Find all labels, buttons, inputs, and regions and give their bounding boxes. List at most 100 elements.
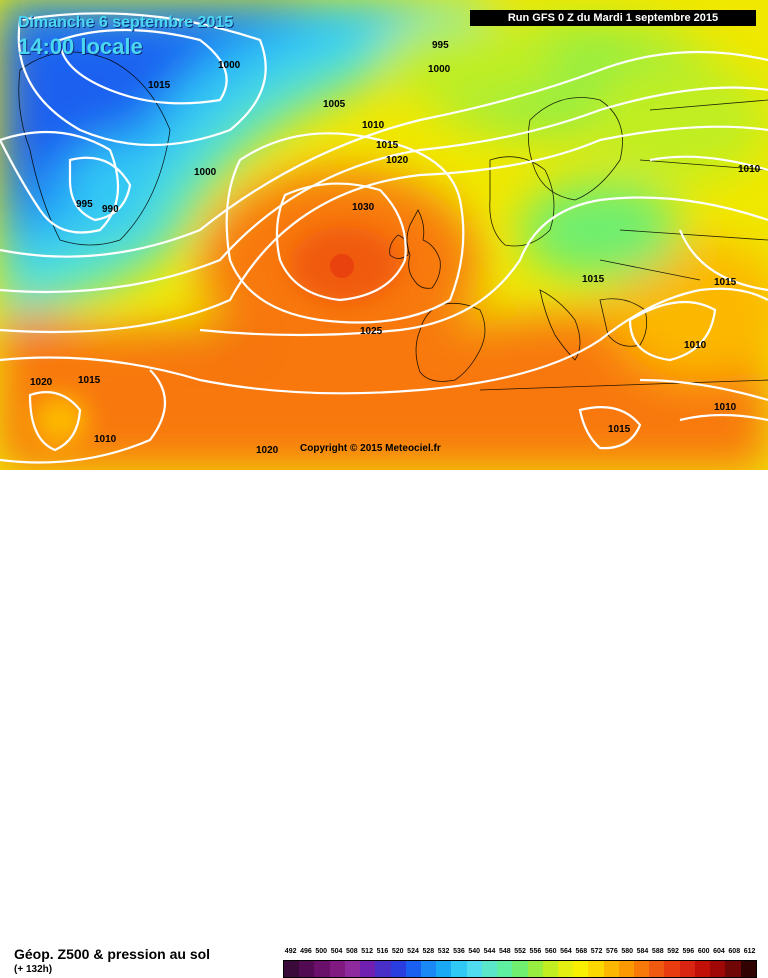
scale-label: 568 — [575, 948, 588, 955]
scale-swatch — [618, 961, 635, 977]
run-info-banner: Run GFS 0 Z du Mardi 1 septembre 2015 — [470, 10, 756, 26]
isobar-label: 1010 — [714, 402, 737, 413]
legend-subtitle: (+ 132h) — [14, 964, 53, 975]
isobar-label: 1000 — [218, 60, 241, 71]
scale-swatch — [436, 961, 452, 977]
scale-swatch — [542, 961, 558, 977]
isobar-label: 1020 — [256, 445, 279, 456]
scale-swatch — [527, 961, 543, 977]
scale-label: 544 — [483, 948, 496, 955]
scale-swatch — [694, 961, 711, 977]
weather-map: 995 1000 1015 1000 1005 1010 1015 1020 1… — [0, 0, 768, 470]
scale-label: 584 — [636, 948, 649, 955]
scale-label: 604 — [713, 948, 725, 955]
scale-swatch — [497, 961, 513, 977]
scale-label: 580 — [621, 948, 634, 955]
isobar-label: 1015 — [148, 80, 171, 91]
scale-label: 612 — [743, 948, 756, 955]
scale-swatch — [375, 961, 391, 977]
scale-swatch — [481, 961, 498, 977]
scale-swatch — [314, 961, 330, 977]
scale-swatch — [573, 961, 589, 977]
isobar-label: 1025 — [360, 326, 383, 337]
color-scale-labels: 492 496 500 504 508 512 516 520 524 528 532 536 540 5… — [283, 948, 757, 960]
isobar-label: 1015 — [608, 424, 631, 435]
scale-label: 520 — [391, 948, 404, 955]
copyright-notice: Copyright © 2015 Meteociel.fr — [300, 443, 441, 454]
scale-swatch — [557, 961, 574, 977]
isobar-label: 1030 — [352, 202, 375, 213]
isobar-label: 990 — [102, 204, 119, 215]
scale-swatch — [603, 961, 619, 977]
scale-label: 528 — [422, 948, 435, 955]
isobar-label: 1010 — [94, 434, 117, 445]
scale-label: 516 — [376, 948, 389, 955]
scale-swatch — [451, 961, 467, 977]
scale-label: 592 — [667, 948, 679, 955]
scale-swatch — [664, 961, 680, 977]
isobar-label: 1010 — [362, 120, 385, 131]
scale-swatch — [420, 961, 437, 977]
color-scale: 492 496 500 504 508 512 516 520 524 528 532 536 540 5… — [283, 948, 757, 978]
scale-label: 500 — [315, 948, 328, 955]
forecast-date: Dimanche 6 septembre 2015 — [18, 14, 234, 31]
z500-field: 995 1000 1015 1000 1005 1010 1015 1020 1… — [0, 0, 768, 470]
scale-swatch — [512, 961, 528, 977]
color-scale-swatches — [283, 960, 757, 978]
scale-label: 524 — [407, 948, 419, 955]
isobars — [0, 12, 768, 464]
isobar-label: 1010 — [684, 340, 707, 351]
scale-swatch — [405, 961, 421, 977]
scale-label: 552 — [514, 948, 526, 955]
scale-swatch — [299, 961, 315, 977]
isobar-label: 1015 — [714, 277, 737, 288]
scale-label: 508 — [345, 948, 358, 955]
scale-swatch — [588, 961, 604, 977]
scale-label: 532 — [437, 948, 450, 955]
isobar-label: 995 — [432, 40, 449, 51]
scale-label: 556 — [529, 948, 542, 955]
scale-label: 588 — [651, 948, 664, 955]
isobar-label: 1020 — [386, 155, 409, 166]
scale-swatch — [649, 961, 665, 977]
scale-label: 572 — [590, 948, 603, 955]
legend-title: Géop. Z500 & pression au sol — [14, 946, 211, 962]
isobar-label: 995 — [76, 199, 93, 210]
scale-swatch — [360, 961, 376, 977]
scale-label: 492 — [284, 948, 297, 955]
isobar-label: 1000 — [194, 167, 217, 178]
scale-swatch — [284, 961, 300, 977]
isobar-label: 1015 — [78, 375, 101, 386]
scale-swatch — [634, 961, 650, 977]
scale-label: 600 — [697, 948, 710, 955]
scale-swatch — [466, 961, 482, 977]
isobar-label: 1015 — [582, 274, 605, 285]
scale-label: 512 — [361, 948, 373, 955]
isobar-label: 1010 — [738, 164, 761, 175]
scale-label: 596 — [682, 948, 695, 955]
scale-label: 496 — [300, 948, 312, 955]
isobar-label: 1020 — [30, 377, 53, 388]
forecast-time: 14:00 locale — [18, 34, 143, 59]
scale-label: 576 — [606, 948, 618, 955]
scale-label: 536 — [453, 948, 465, 955]
isobar-label: 1000 — [428, 64, 451, 75]
isobar-label: 1015 — [376, 140, 399, 151]
scale-label: 560 — [544, 948, 557, 955]
scale-swatch — [725, 961, 741, 977]
scale-swatch — [710, 961, 726, 977]
scale-label: 608 — [728, 948, 741, 955]
legend-footer: Géop. Z500 & pression au sol (+ 132h) 49… — [0, 470, 768, 978]
scale-label: 504 — [330, 948, 343, 955]
scale-swatch — [740, 961, 756, 977]
coastlines — [18, 51, 768, 391]
isobar-label: 1005 — [323, 99, 346, 110]
scale-swatch — [390, 961, 406, 977]
scale-label: 540 — [468, 948, 481, 955]
scale-swatch — [679, 961, 695, 977]
scale-swatch — [344, 961, 361, 977]
scale-label: 548 — [498, 948, 511, 955]
scale-label: 564 — [560, 948, 572, 955]
scale-swatch — [329, 961, 345, 977]
isobar-labels: 995 1000 1015 1000 1005 1010 1015 1020 1… — [30, 40, 761, 456]
